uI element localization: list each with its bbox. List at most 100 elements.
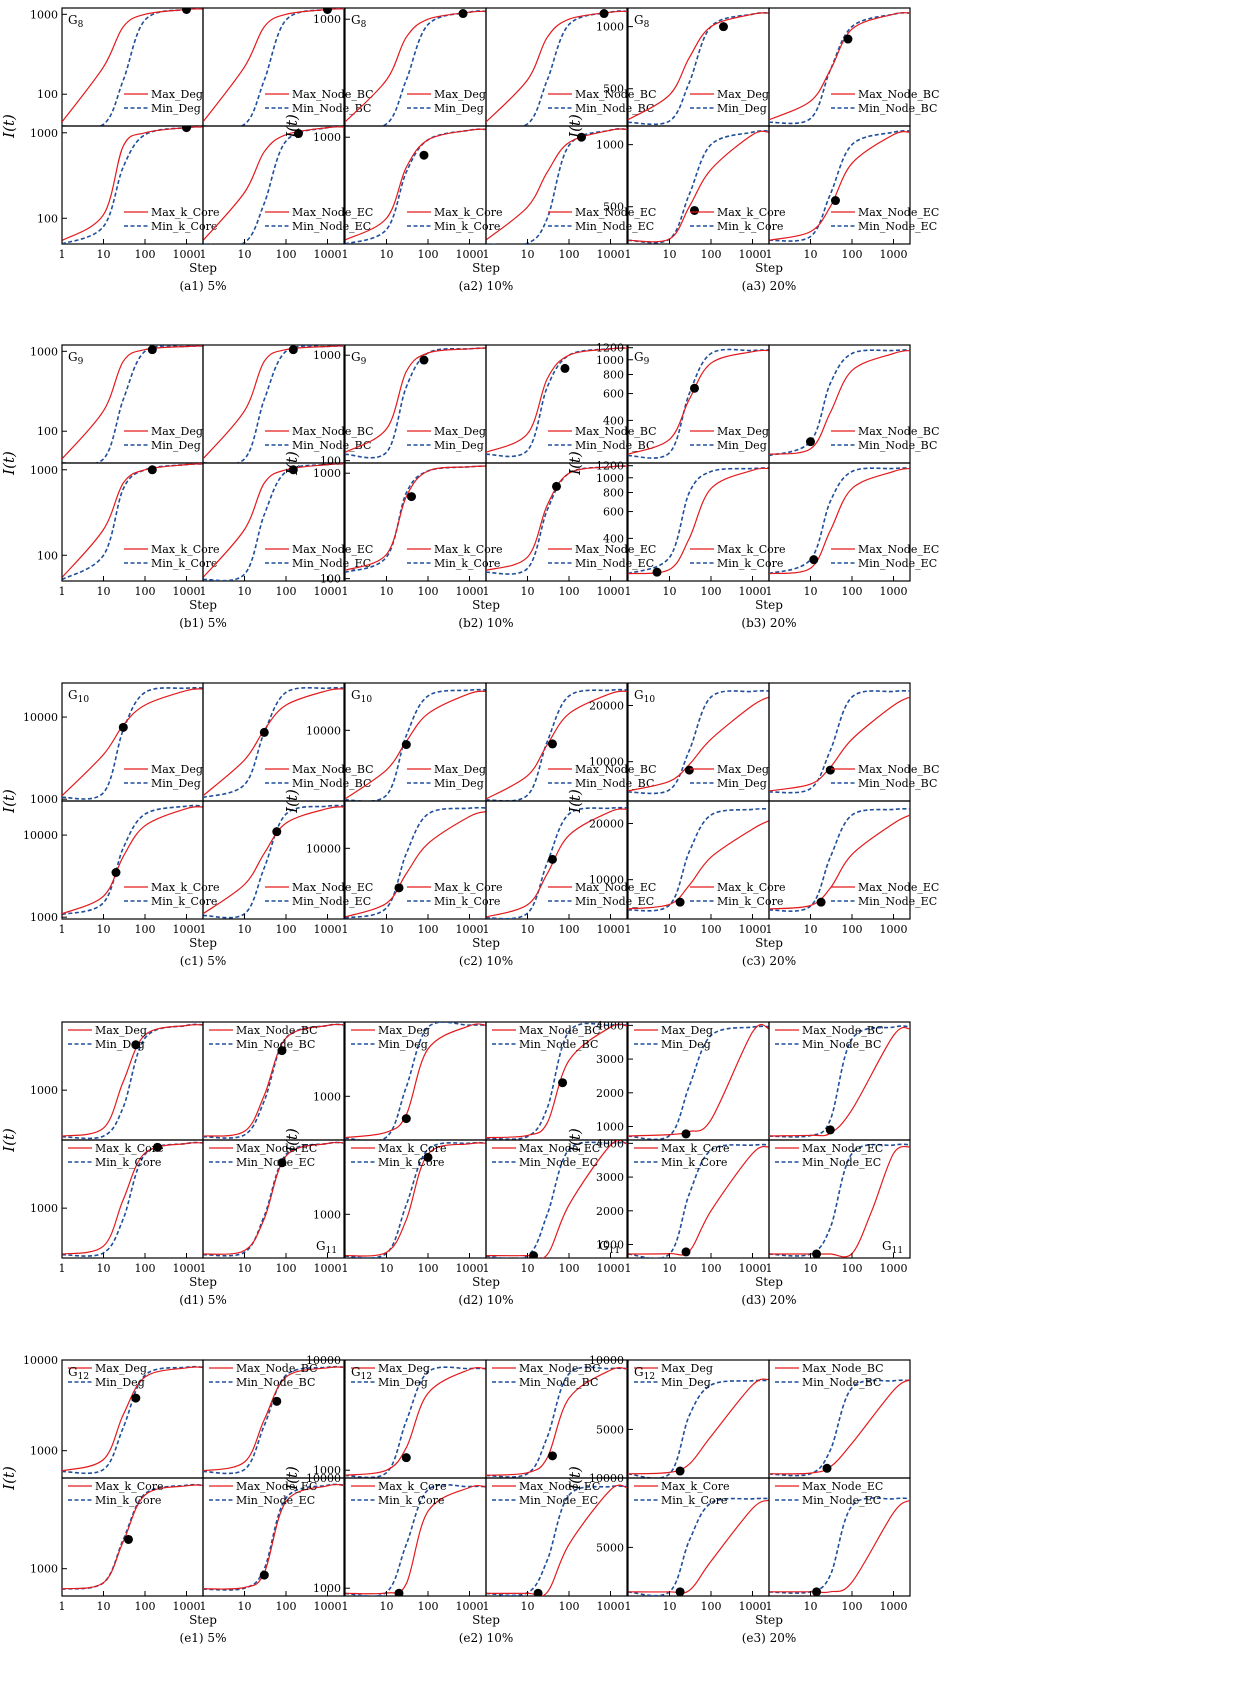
- max-series-line: [628, 696, 769, 792]
- quadrant-plot: [628, 12, 769, 126]
- min-series-line: [62, 804, 203, 916]
- crossing-marker: [718, 22, 728, 32]
- x-tick-label: 100: [134, 923, 155, 936]
- crossing-marker: [401, 740, 411, 750]
- legend-label-min: Min_Node_EC: [575, 895, 654, 908]
- y-tick-label: 10000: [589, 874, 624, 887]
- y-tick-label: 1000: [30, 127, 58, 140]
- panel-caption: (c2) 10%: [459, 954, 513, 968]
- quadrant-plot: [769, 130, 910, 242]
- x-tick-label: 1: [200, 585, 207, 598]
- crossing-marker: [277, 1046, 287, 1056]
- legend-label-max: Max_k_Core: [434, 206, 503, 219]
- legend-label-min: Min_Deg: [434, 102, 484, 115]
- quadrant-plot: [345, 128, 486, 244]
- legend-label-min: Min_Deg: [717, 777, 767, 790]
- x-tick-label: 100: [558, 1600, 579, 1613]
- max-series-line: [62, 1484, 203, 1590]
- network-label: G8: [68, 13, 84, 30]
- crossing-marker: [684, 765, 694, 775]
- min-series-line: [486, 1366, 627, 1478]
- max-series-line: [486, 1023, 627, 1139]
- panel-caption: (a3) 20%: [742, 279, 797, 293]
- y-tick-label: 600: [603, 388, 624, 401]
- crossing-marker: [123, 1534, 133, 1544]
- y-axis-label: I(t): [566, 451, 584, 476]
- network-label-letter: G: [351, 350, 361, 364]
- crossing-marker: [560, 363, 570, 373]
- legend-label-min: Min_Node_EC: [858, 220, 937, 233]
- network-label-subscript: 11: [609, 1246, 620, 1256]
- x-tick-label: 1: [625, 248, 632, 261]
- legend-label-min: Min_Deg: [151, 439, 201, 452]
- crossing-marker: [394, 883, 404, 893]
- network-label-subscript: 9: [361, 357, 367, 367]
- crossing-marker: [681, 1129, 691, 1139]
- legend-label-max: Max_k_Core: [717, 881, 786, 894]
- network-label: G11: [599, 1239, 620, 1256]
- crossing-marker: [547, 1451, 557, 1461]
- crossing-marker: [830, 196, 840, 206]
- legend-label-max: Max_Node_EC: [236, 1480, 317, 1493]
- y-tick-label: 1000: [313, 1208, 341, 1221]
- y-axis-label: I(t): [0, 114, 18, 139]
- quadrant-plot: [62, 1141, 203, 1257]
- max-series-line: [486, 690, 627, 800]
- x-tick-label: 10: [379, 923, 393, 936]
- quadrant-frame: [202, 125, 345, 245]
- max-series-line: [628, 467, 769, 575]
- legend-label-max: Max_Node_BC: [858, 763, 940, 776]
- max-series-line: [628, 349, 769, 455]
- legend-label-max: Max_Node_BC: [292, 88, 374, 101]
- x-tick-label: 100: [275, 1262, 296, 1275]
- crossing-marker: [419, 150, 429, 160]
- network-label-letter: G: [634, 350, 644, 364]
- crossing-marker: [118, 722, 128, 732]
- legend-label-min: Min_k_Core: [717, 557, 783, 570]
- crossing-marker: [816, 897, 826, 907]
- quadrant-frame: [768, 125, 911, 245]
- max-series-line: [203, 1483, 344, 1590]
- chart-panel: I(t)5001000Max_DegMin_DegMax_Node_BCMin_…: [566, 7, 940, 293]
- crossing-marker: [406, 492, 416, 502]
- y-tick-label: 1000: [313, 1464, 341, 1477]
- x-tick-label: 10: [237, 1600, 251, 1613]
- legend-label-min: Min_Deg: [151, 777, 201, 790]
- y-tick-label: 100: [37, 425, 58, 438]
- legend-label-min: Min_Node_EC: [802, 1494, 881, 1507]
- x-axis-label: Step: [472, 936, 500, 950]
- legend-label-max: Max_k_Core: [378, 1142, 447, 1155]
- min-series-line: [628, 1497, 769, 1596]
- x-tick-label: 10: [520, 248, 534, 261]
- quadrant-plot: [486, 1484, 627, 1596]
- network-label-subscript: 11: [326, 1246, 337, 1256]
- x-tick-label: 1: [59, 1262, 66, 1275]
- x-tick-label: 100: [275, 1600, 296, 1613]
- crossing-marker: [111, 868, 121, 878]
- x-tick-label: 1: [483, 248, 490, 261]
- quadrant-frame: [768, 1477, 911, 1597]
- network-label-subscript: 12: [361, 1372, 372, 1382]
- quadrant-plot: [203, 463, 344, 581]
- y-tick-label: 500: [603, 83, 624, 96]
- x-tick-label: 1: [342, 1262, 349, 1275]
- min-series-line: [769, 1143, 910, 1257]
- chart-panel: I(t)1000Max_DegMin_DegMax_Node_BCMin_Nod…: [283, 7, 657, 293]
- max-series-line: [769, 814, 910, 910]
- legend-label-min: Min_Node_BC: [519, 1038, 598, 1051]
- legend-label-min: Min_Node_BC: [858, 439, 937, 452]
- x-tick-label: 100: [417, 248, 438, 261]
- quadrant-plot: [769, 12, 910, 125]
- quadrant-frame: [202, 462, 345, 582]
- x-tick-label: 100: [841, 585, 862, 598]
- max-series-line: [628, 12, 769, 121]
- quadrant-plot: [486, 127, 627, 244]
- network-label: G9: [351, 350, 367, 367]
- quadrant-plot: [345, 1366, 486, 1478]
- x-tick-label: 1000: [879, 923, 907, 936]
- x-axis-label: Step: [472, 1275, 500, 1289]
- x-tick-label: 1: [59, 923, 66, 936]
- y-tick-label: 1000: [30, 8, 58, 21]
- legend-label-min: Min_k_Core: [661, 1156, 727, 1169]
- quadrant-frame: [485, 125, 628, 245]
